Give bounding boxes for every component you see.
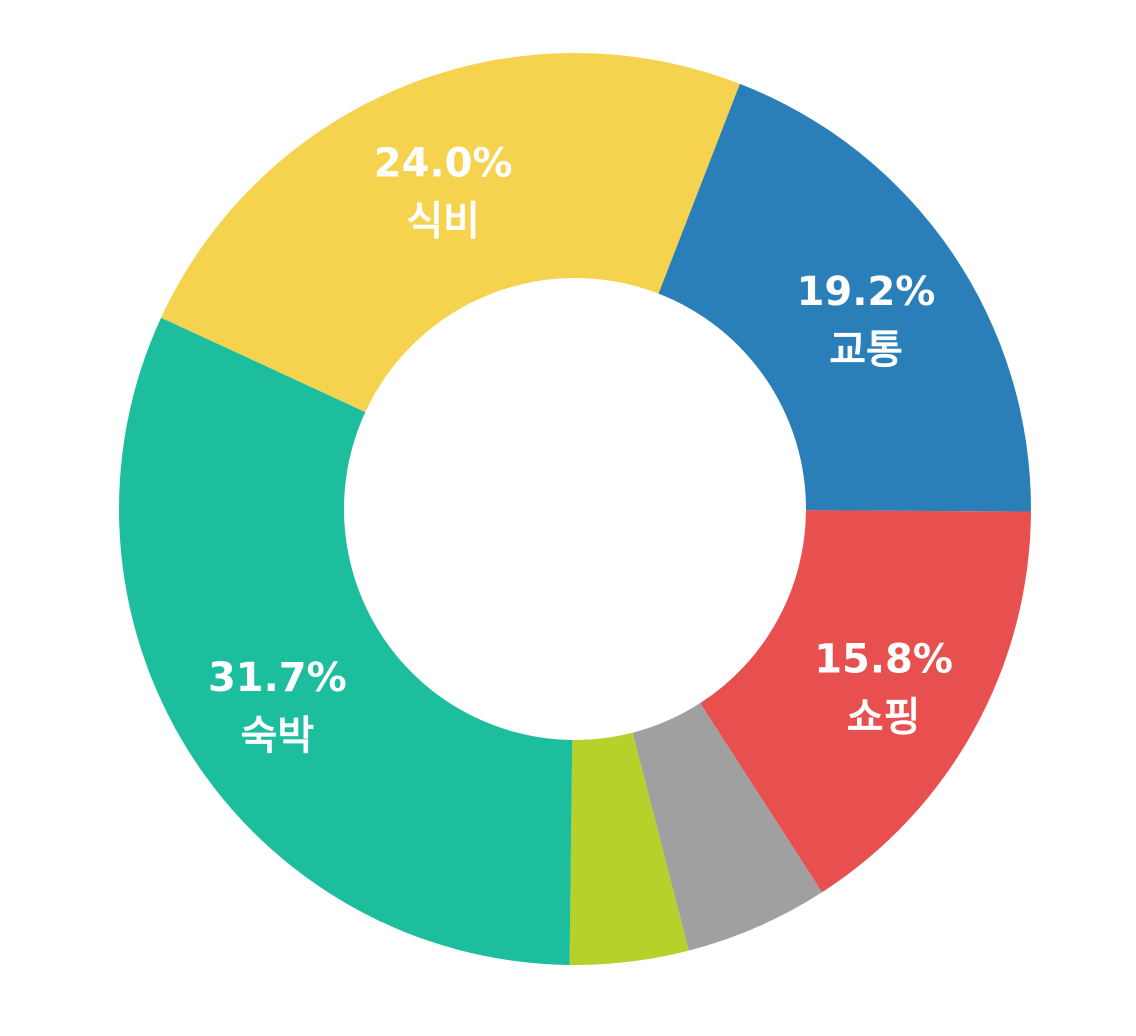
slice-숙박 [118,317,573,965]
slice-percent: 15.8% [814,636,953,682]
slice-category: 교통 [829,327,903,373]
slice-label-식비: 24.0% 식비 [374,141,513,245]
labels-layer: 24.0% 식비 19.2% 교통 15.8% 쇼핑 31.7% 숙박 [208,141,953,759]
slice-label-숙박: 31.7% 숙박 [208,655,347,759]
slice-category: 숙박 [241,713,315,759]
slice-category: 쇼핑 [847,694,921,740]
slice-unlabeled-4 [569,732,689,965]
slice-식비 [161,53,740,413]
slice-교통 [658,83,1031,512]
slice-label-교통: 19.2% 교통 [797,269,936,373]
slices-layer [118,53,1031,965]
slice-unlabeled-3 [632,703,823,951]
slice-쇼핑 [700,510,1031,893]
slice-percent: 19.2% [797,269,936,315]
slice-label-쇼핑: 15.8% 쇼핑 [814,636,953,740]
slice-percent: 31.7% [208,655,347,701]
slice-category: 식비 [406,199,480,245]
slice-percent: 24.0% [374,141,513,187]
